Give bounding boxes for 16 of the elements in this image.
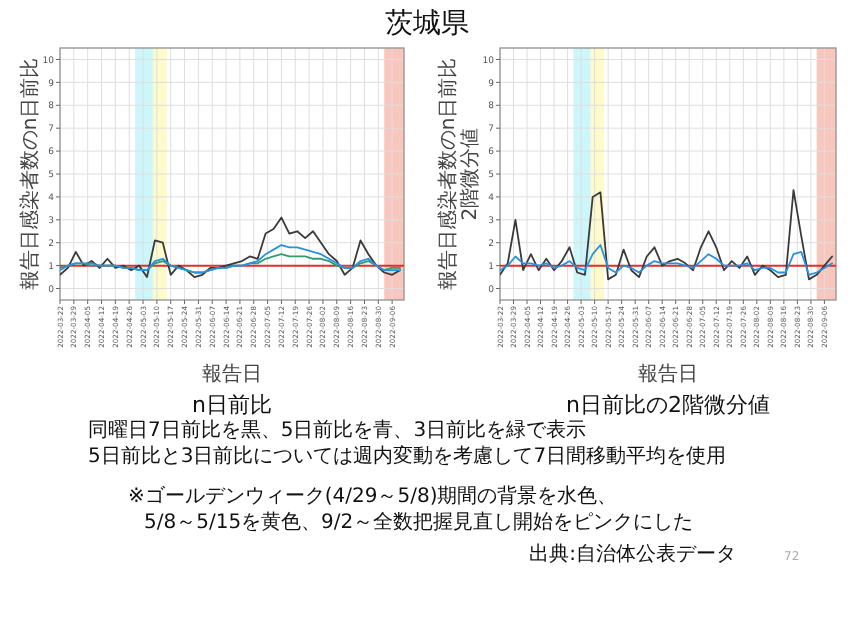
text: 5/8～5/15を黄色、9/2～全数把握見直し開始をピンクにした <box>144 510 694 534</box>
x-axis-title: 報告日 <box>202 362 262 386</box>
text: n日前比 <box>192 392 272 418</box>
text: ※ゴールデンウィーク(4/29～5/8)期間の背景を水色、 <box>128 484 618 508</box>
y-axis-title: 報告日感染者数のn日前比 2階微分値 <box>436 57 482 291</box>
source-note: 出典:自治体公表データ <box>529 542 736 566</box>
x-axis-title: 報告日 <box>638 362 698 386</box>
line-series <box>60 216 401 278</box>
text: 5日前比と3日前比については週内変動を考慮して7日間移動平均を使用 <box>88 444 727 468</box>
y-axis-title: 報告日感染者数のn日前比 <box>18 57 42 291</box>
text: 同曜日7日前比を黒、5日前比を青、3日前比を緑で表示 <box>88 418 587 442</box>
line-series <box>500 244 834 276</box>
text: n日前比の2階微分値 <box>566 392 770 418</box>
text: 茨城県 <box>385 8 469 40</box>
line-series <box>500 189 834 281</box>
line-series <box>60 244 401 274</box>
